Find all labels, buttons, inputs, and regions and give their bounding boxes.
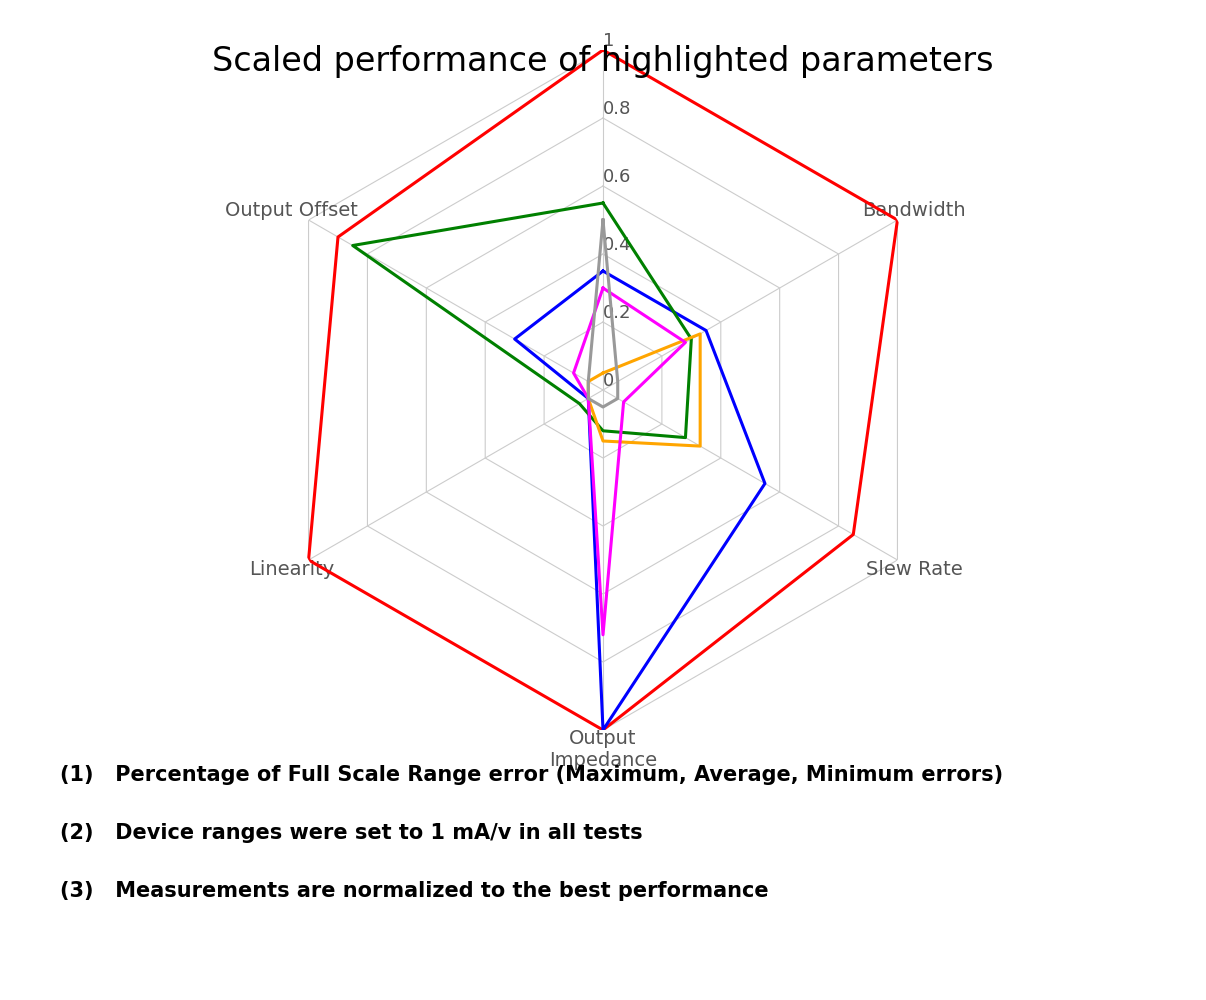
Text: Scaled performance of highlighted parameters: Scaled performance of highlighted parame…	[212, 45, 994, 78]
Text: (2)   Device ranges were set to 1 mA/v in all tests: (2) Device ranges were set to 1 mA/v in …	[60, 823, 643, 843]
Text: (3)   Measurements are normalized to the best performance: (3) Measurements are normalized to the b…	[60, 881, 769, 901]
Text: (1)   Percentage of Full Scale Range error (Maximum, Average, Minimum errors): (1) Percentage of Full Scale Range error…	[60, 765, 1003, 785]
